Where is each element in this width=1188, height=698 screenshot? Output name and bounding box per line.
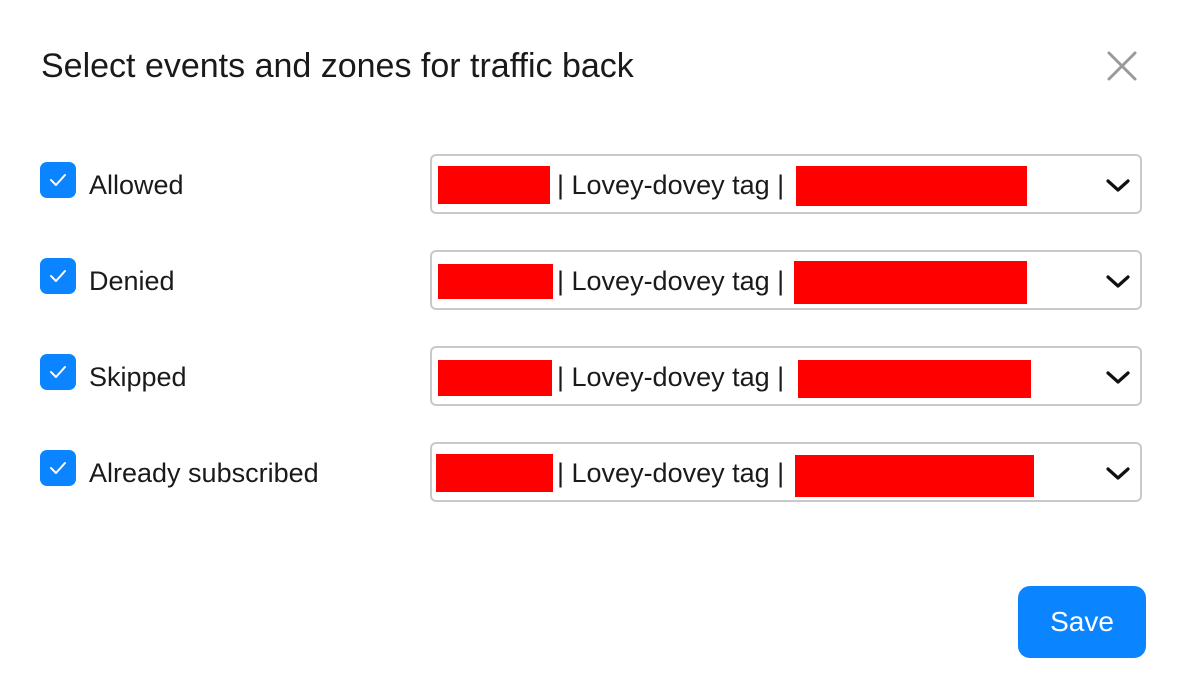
select-value: | Lovey-dovey tag | — [557, 266, 785, 296]
already-subscribed-label: Already subscribed — [89, 458, 319, 488]
allowed-label: Allowed — [89, 170, 184, 200]
redacted-block — [438, 264, 553, 299]
redacted-block — [438, 166, 550, 204]
redacted-block — [795, 455, 1034, 497]
denied-checkbox[interactable] — [40, 258, 76, 294]
redacted-block — [436, 454, 553, 492]
select-value: | Lovey-dovey tag | — [557, 170, 785, 200]
redacted-block — [798, 360, 1031, 398]
event-row-skipped: Skipped | Lovey-dovey tag | — [0, 346, 1188, 410]
checkmark-icon — [50, 462, 66, 474]
event-row-already-subscribed: Already subscribed | Lovey-dovey tag | — [0, 442, 1188, 506]
denied-label: Denied — [89, 266, 175, 296]
event-row-allowed: Allowed | Lovey-dovey tag | — [0, 154, 1188, 218]
checkmark-icon — [50, 366, 66, 378]
allowed-zone-select[interactable]: | Lovey-dovey tag | — [430, 154, 1142, 214]
denied-zone-select[interactable]: | Lovey-dovey tag | — [430, 250, 1142, 310]
skipped-label: Skipped — [89, 362, 187, 392]
skipped-checkbox[interactable] — [40, 354, 76, 390]
redacted-block — [438, 360, 552, 396]
checkmark-icon — [50, 270, 66, 282]
close-icon[interactable] — [1103, 47, 1141, 85]
select-value: | Lovey-dovey tag | — [557, 362, 785, 392]
skipped-zone-select[interactable]: | Lovey-dovey tag | — [430, 346, 1142, 406]
checkmark-icon — [50, 174, 66, 186]
redacted-block — [794, 261, 1027, 304]
already-subscribed-zone-select[interactable]: | Lovey-dovey tag | — [430, 442, 1142, 502]
select-value: | Lovey-dovey tag | — [557, 458, 785, 488]
dialog-title: Select events and zones for traffic back — [41, 47, 634, 85]
chevron-down-icon — [1104, 368, 1132, 388]
chevron-down-icon — [1104, 176, 1132, 196]
allowed-checkbox[interactable] — [40, 162, 76, 198]
save-button[interactable]: Save — [1018, 586, 1146, 658]
event-row-denied: Denied | Lovey-dovey tag | — [0, 250, 1188, 314]
already-subscribed-checkbox[interactable] — [40, 450, 76, 486]
chevron-down-icon — [1104, 464, 1132, 484]
chevron-down-icon — [1104, 272, 1132, 292]
redacted-block — [796, 166, 1027, 206]
